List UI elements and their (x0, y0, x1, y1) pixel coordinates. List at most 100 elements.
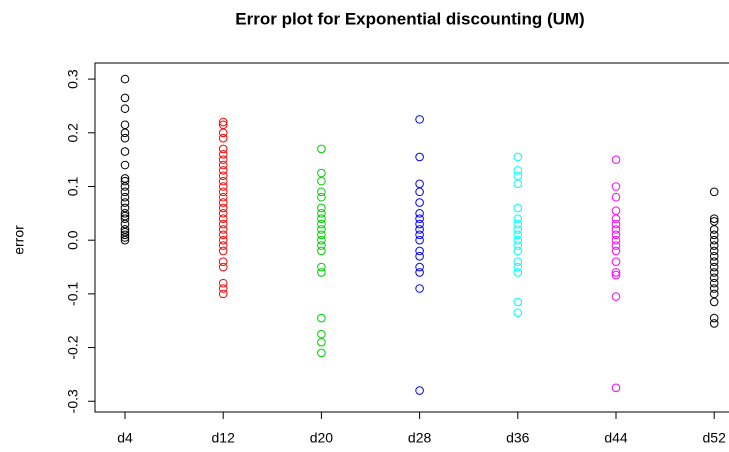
point (120, 128, 130, 138)
point (513, 246, 523, 256)
point (317, 192, 326, 202)
point (218, 235, 228, 245)
chart-title: Error plot for Exponential discounting (… (235, 9, 584, 28)
point (218, 171, 228, 181)
point (120, 209, 130, 218)
y-tick-label: 0.3 (65, 69, 81, 89)
point (415, 198, 424, 207)
point (218, 219, 228, 229)
point (415, 262, 424, 272)
x-tick-label: d28 (408, 430, 432, 446)
point (709, 289, 719, 299)
point (709, 246, 719, 256)
point (709, 268, 719, 277)
x-tick-label: d4 (117, 430, 133, 446)
point (317, 235, 326, 245)
y-tick-label: -0.1 (65, 282, 81, 306)
point (415, 214, 424, 224)
point (120, 192, 130, 202)
point (218, 225, 228, 234)
point (317, 329, 326, 339)
point (218, 192, 228, 202)
point (317, 246, 326, 256)
point (709, 214, 719, 224)
point (611, 246, 621, 256)
point (611, 235, 621, 245)
point (317, 225, 326, 234)
point (218, 257, 228, 266)
point (317, 337, 326, 347)
point (317, 168, 326, 178)
point (218, 187, 228, 197)
point (120, 147, 130, 156)
point (317, 203, 326, 213)
point (317, 313, 326, 323)
point (415, 235, 424, 245)
point (415, 246, 424, 256)
point (218, 160, 228, 170)
point (415, 251, 424, 261)
point (611, 257, 621, 266)
point (709, 278, 719, 288)
point (218, 214, 228, 224)
point (513, 203, 523, 213)
point (218, 246, 228, 256)
point (317, 219, 326, 229)
point (513, 219, 523, 229)
point (611, 192, 621, 202)
point (611, 268, 621, 277)
point (120, 187, 130, 197)
point (709, 313, 719, 323)
point (218, 198, 228, 207)
point (415, 268, 424, 277)
point (120, 93, 130, 103)
x-tick-label: d12 (212, 430, 236, 446)
point (709, 319, 719, 328)
point (415, 152, 424, 162)
point (513, 152, 523, 162)
point (709, 251, 719, 261)
point (513, 214, 523, 224)
point (120, 235, 130, 245)
point (218, 176, 228, 186)
y-axis-label: error (11, 225, 27, 255)
point (709, 284, 719, 293)
point (611, 270, 621, 280)
y-tick-label: -0.3 (65, 389, 81, 413)
point (317, 144, 326, 154)
point (317, 268, 326, 277)
point (415, 284, 424, 293)
x-tick-label: d20 (310, 430, 334, 446)
point (317, 230, 326, 240)
point (120, 133, 130, 143)
point (120, 104, 130, 113)
y-tick-label: -0.2 (65, 335, 81, 359)
point (415, 179, 424, 189)
y-tick-label: 0.1 (65, 177, 81, 197)
point (513, 179, 523, 189)
point (317, 176, 326, 186)
point (513, 241, 523, 250)
point (709, 262, 719, 272)
point (611, 214, 621, 224)
y-tick-label: 0.0 (65, 230, 81, 250)
point (611, 225, 621, 234)
point (709, 241, 719, 250)
point (218, 117, 228, 127)
point (317, 209, 326, 218)
point (120, 74, 130, 84)
point (611, 230, 621, 240)
point (513, 171, 523, 181)
point (709, 297, 719, 307)
point (218, 155, 228, 164)
point (709, 225, 719, 234)
point (218, 209, 228, 218)
point (709, 230, 719, 240)
point (611, 241, 621, 250)
point (120, 214, 130, 224)
point (218, 182, 228, 191)
point (218, 144, 228, 154)
point (218, 241, 228, 250)
x-tick-label: d44 (604, 430, 628, 446)
